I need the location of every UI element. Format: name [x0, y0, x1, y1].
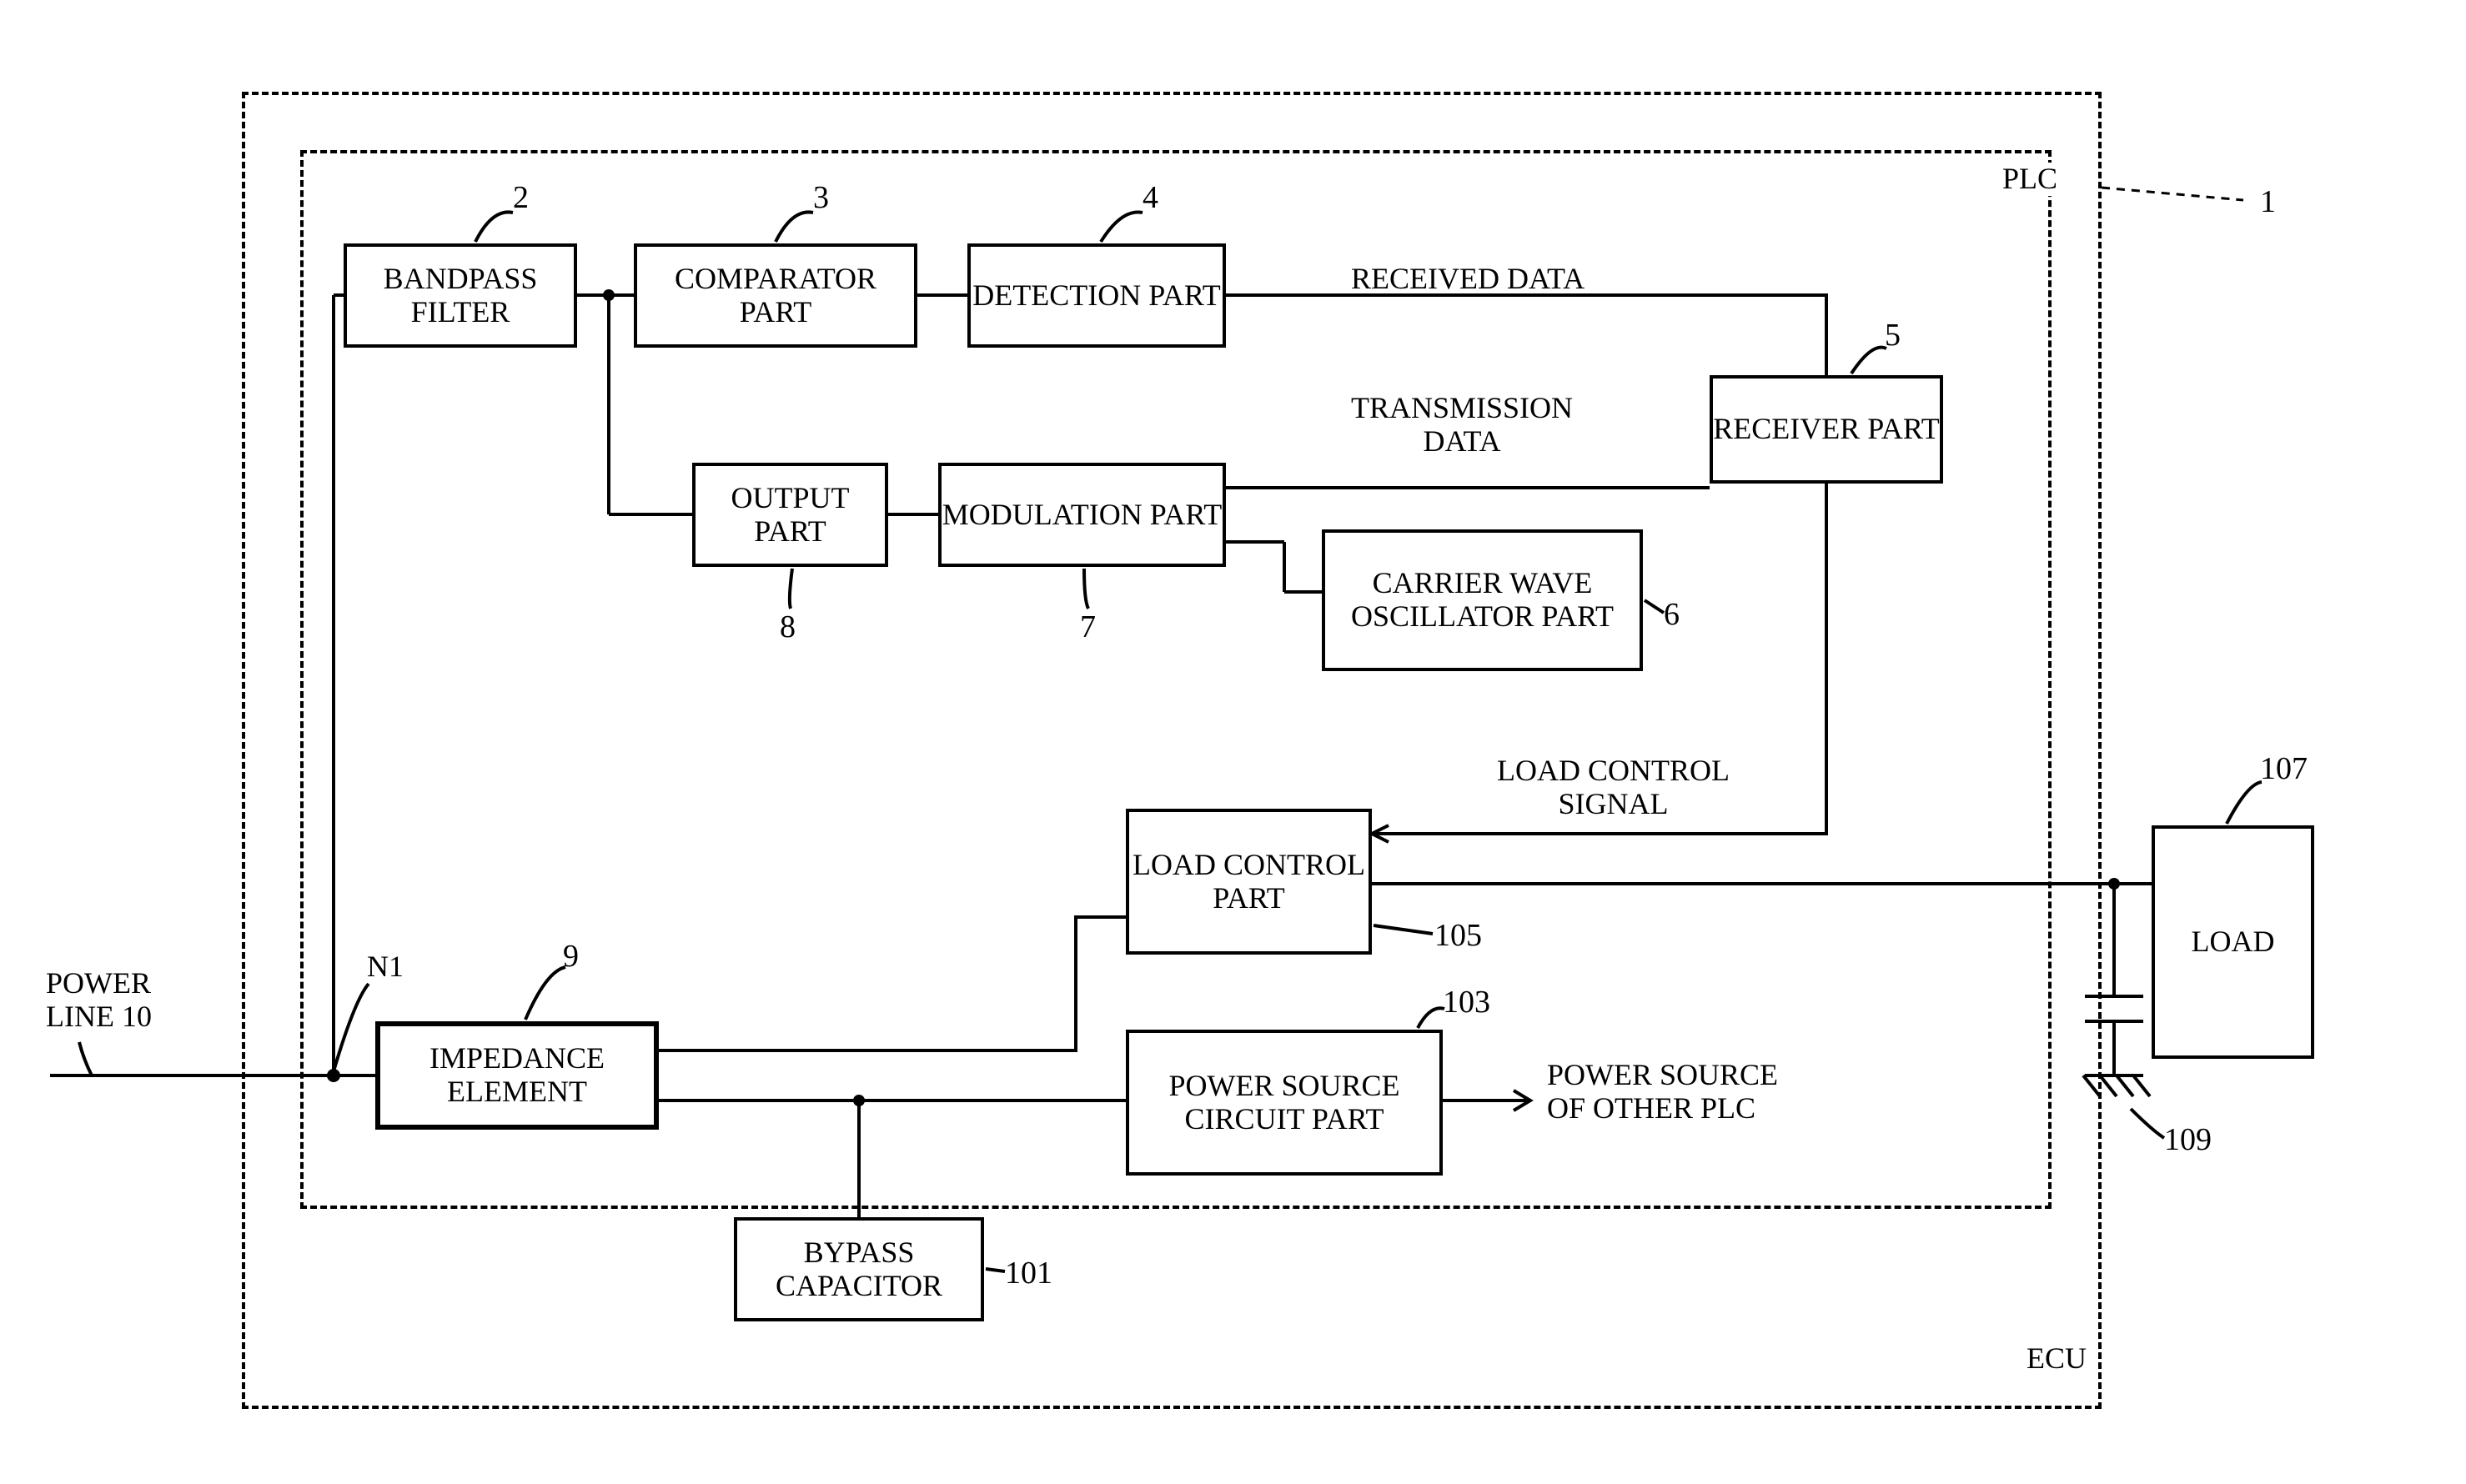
- load-block: LOAD: [2152, 825, 2314, 1059]
- transmission-data-label: TRANSMISSION DATA: [1351, 392, 1573, 458]
- power-line-label: POWER LINE 10: [46, 967, 152, 1033]
- detection-part-text: DETECTION PART: [972, 279, 1221, 313]
- comparator-part-num: 3: [813, 179, 829, 216]
- bypass-capacitor-text: BYPASS CAPACITOR: [737, 1236, 981, 1302]
- ecu-boundary-label: ECU: [2027, 1342, 2087, 1376]
- output-part-text: OUTPUT PART: [696, 482, 885, 548]
- impedance-element-num: 9: [563, 938, 579, 975]
- bandpass-filter-num: 2: [513, 179, 529, 216]
- ecu-ref-num-1: 1: [2260, 183, 2276, 220]
- received-data-label: RECEIVED DATA: [1351, 263, 1585, 296]
- carrier-wave-osc-block: CARRIER WAVE OSCILLATOR PART: [1322, 529, 1643, 671]
- load-control-signal-label: LOAD CONTROL SIGNAL: [1497, 755, 1730, 820]
- receiver-part-num: 5: [1885, 317, 1901, 353]
- carrier-wave-osc-text: CARRIER WAVE OSCILLATOR PART: [1325, 567, 1640, 633]
- load-text: LOAD: [2192, 925, 2275, 959]
- receiver-part-block: RECEIVER PART: [1710, 375, 1943, 484]
- modulation-part-num: 7: [1080, 609, 1096, 645]
- power-source-circuit-text: POWER SOURCE CIRCUIT PART: [1129, 1070, 1439, 1136]
- receiver-part-text: RECEIVER PART: [1713, 413, 1940, 446]
- load-num: 107: [2260, 750, 2308, 787]
- modulation-part-text: MODULATION PART: [942, 499, 1223, 532]
- output-part-block: OUTPUT PART: [692, 463, 888, 567]
- bypass-capacitor-block: BYPASS CAPACITOR: [734, 1217, 984, 1321]
- impedance-element-block: IMPEDANCE ELEMENT: [375, 1021, 659, 1130]
- carrier-wave-osc-num: 6: [1664, 596, 1680, 633]
- output-part-num: 8: [780, 609, 796, 645]
- plc-boundary-label: PLC: [1997, 163, 2062, 196]
- comparator-part-block: COMPARATOR PART: [634, 243, 917, 348]
- power-source-other-plc-label: POWER SOURCE OF OTHER PLC: [1547, 1059, 1778, 1125]
- modulation-part-block: MODULATION PART: [938, 463, 1226, 567]
- load-control-part-block: LOAD CONTROL PART: [1126, 809, 1372, 955]
- bypass-capacitor-num: 101: [1005, 1255, 1052, 1291]
- load-control-part-num: 105: [1434, 917, 1482, 954]
- power-source-circuit-num: 103: [1443, 984, 1490, 1020]
- node-n1-label: N1: [367, 950, 404, 984]
- impedance-element-text: IMPEDANCE ELEMENT: [380, 1042, 654, 1108]
- comparator-part-text: COMPARATOR PART: [637, 263, 914, 328]
- load-control-part-text: LOAD CONTROL PART: [1129, 849, 1369, 915]
- bandpass-filter-text: BANDPASS FILTER: [347, 263, 574, 328]
- detection-part-block: DETECTION PART: [967, 243, 1226, 348]
- detection-part-num: 4: [1143, 179, 1158, 216]
- power-source-circuit-block: POWER SOURCE CIRCUIT PART: [1126, 1030, 1443, 1176]
- bandpass-filter-block: BANDPASS FILTER: [344, 243, 577, 348]
- cap-109-num: 109: [2164, 1121, 2212, 1158]
